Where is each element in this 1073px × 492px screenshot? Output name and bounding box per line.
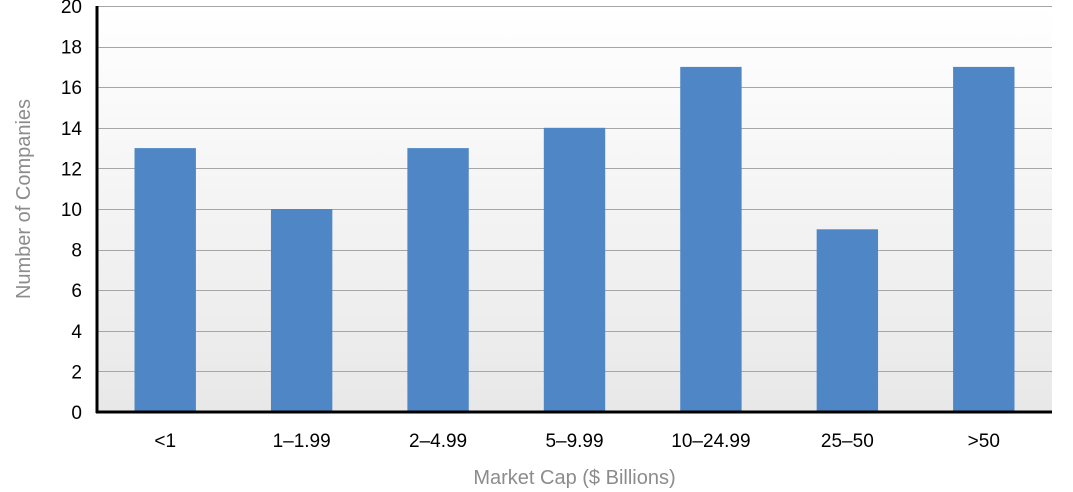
x-tick-label: <1 <box>154 431 176 452</box>
bar-1 <box>270 209 333 412</box>
x-tick-label: 5–9.99 <box>545 431 603 452</box>
x-tick-label: >50 <box>968 431 1000 452</box>
x-axis-title: Market Cap ($ Billions) <box>473 467 675 489</box>
x-tick-label: 1–1.99 <box>273 431 331 452</box>
y-tick-labels: 0 2 4 6 8 10 12 14 16 18 20 <box>61 0 83 424</box>
bar-3 <box>543 127 606 413</box>
y-tick-label: 4 <box>71 322 82 343</box>
y-tick-label: 6 <box>71 281 82 302</box>
y-tick-label: 10 <box>61 200 82 221</box>
y-tick-label: 14 <box>61 119 83 140</box>
y-tick-label: 18 <box>61 38 82 59</box>
y-tick-label: 2 <box>71 362 82 383</box>
axes <box>95 6 1052 414</box>
y-tick-label: 8 <box>71 241 82 262</box>
y-axis-title: Number of Companies <box>13 99 35 299</box>
x-tick-label: 25–50 <box>821 431 874 452</box>
y-tick-label: 12 <box>61 159 82 180</box>
bars <box>134 66 1015 413</box>
bar-2 <box>407 148 469 412</box>
x-tick-labels: <1 1–1.99 2–4.99 5–9.99 10–24.99 25–50 >50 <box>154 431 1000 452</box>
x-tick-label: 10–24.99 <box>671 431 750 452</box>
bar-4 <box>680 66 742 413</box>
y-tick-label: 16 <box>61 78 82 99</box>
bar-6 <box>953 66 1015 413</box>
bar-0 <box>134 148 196 412</box>
x-tick-label: 2–4.99 <box>409 431 467 452</box>
y-tick-label: 20 <box>61 0 82 18</box>
bar-5 <box>816 229 879 412</box>
y-tick-label: 0 <box>71 403 82 424</box>
